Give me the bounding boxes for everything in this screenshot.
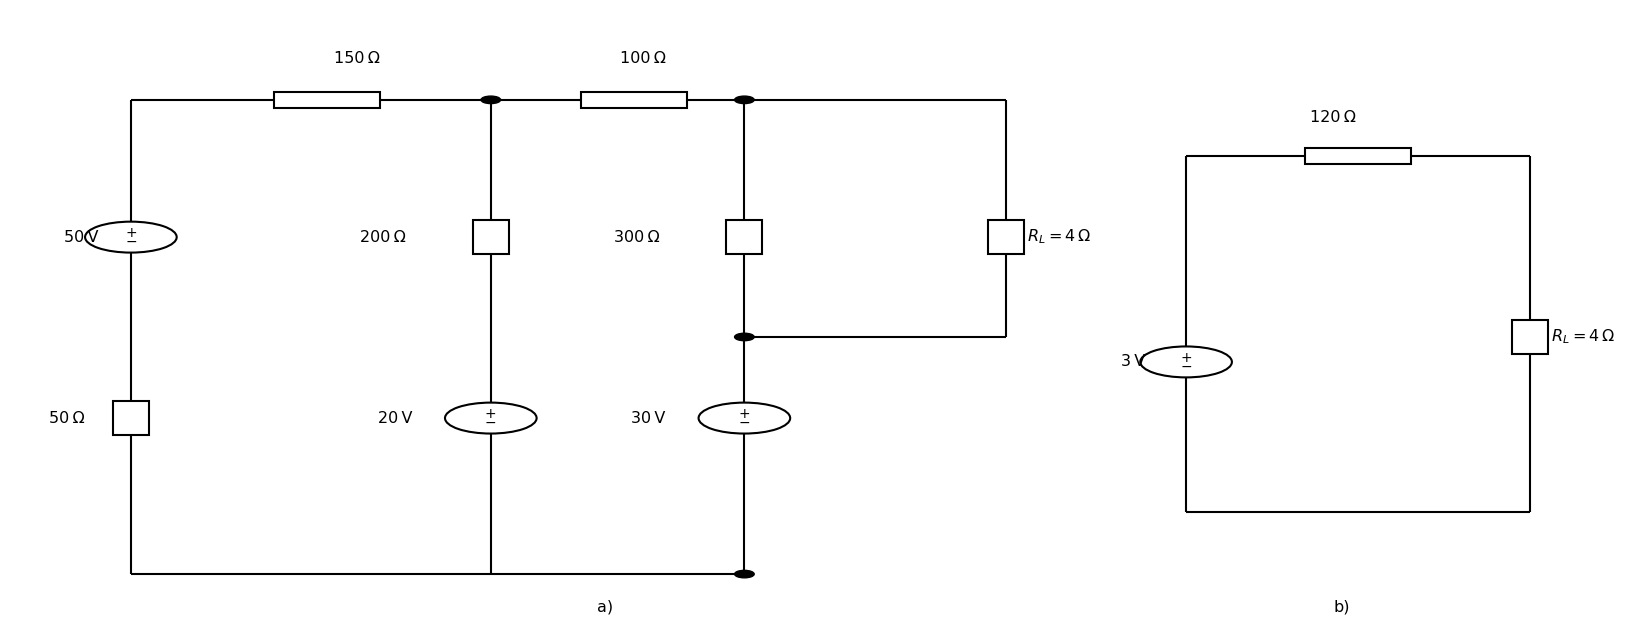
Bar [473,220,509,254]
Text: −: − [738,416,751,430]
Text: 50 V: 50 V [64,230,98,245]
Ellipse shape [1140,346,1232,378]
Text: 120 Ω: 120 Ω [1310,110,1356,125]
Text: +: + [124,226,137,240]
Bar [1306,148,1412,164]
Ellipse shape [699,402,790,434]
Text: −: − [484,416,497,430]
Text: 50 Ω: 50 Ω [49,411,85,426]
Text: +: + [1180,351,1193,364]
Text: b): b) [1333,600,1350,615]
Text: 30 V: 30 V [631,411,666,426]
Text: +: + [738,407,751,421]
Bar [1512,320,1548,354]
Text: +: + [484,407,497,421]
Bar [113,401,149,435]
Text: 20 V: 20 V [378,411,412,426]
Text: 200 Ω: 200 Ω [360,230,406,245]
Circle shape [735,333,754,341]
Text: $R_L$ = 4 Ω: $R_L$ = 4 Ω [1551,328,1615,346]
Bar [581,92,687,108]
Circle shape [735,96,754,104]
Text: 100 Ω: 100 Ω [620,51,666,66]
Text: a): a) [597,600,614,615]
Text: −: − [124,235,137,249]
Circle shape [735,570,754,578]
Bar [988,220,1024,254]
Text: 150 Ω: 150 Ω [334,51,380,66]
Text: 3 V: 3 V [1121,354,1145,369]
Text: $R_L$ = 4 Ω: $R_L$ = 4 Ω [1027,228,1091,246]
Text: −: − [1180,360,1193,374]
Ellipse shape [85,222,177,253]
Ellipse shape [445,402,537,434]
Bar [275,92,380,108]
Bar [726,220,762,254]
Circle shape [481,96,501,104]
Text: 300 Ω: 300 Ω [614,230,659,245]
